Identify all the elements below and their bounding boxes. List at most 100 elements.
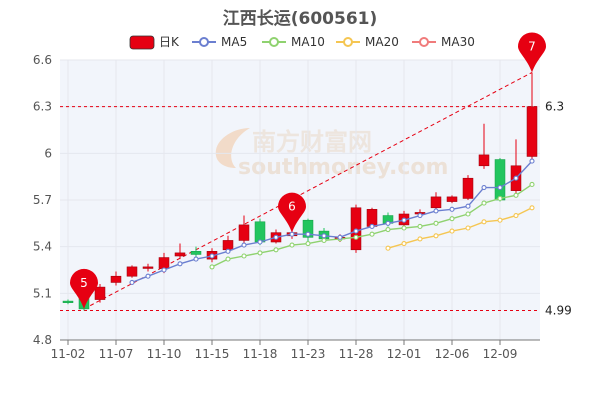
ma10-line-point xyxy=(465,211,471,217)
ma5-line-path xyxy=(131,160,533,284)
legend-label: MA20 xyxy=(365,35,399,49)
watermark: 南方财富网 southmoney.com xyxy=(215,128,448,180)
candle xyxy=(126,265,138,278)
ma20-line-point xyxy=(529,205,535,211)
candle xyxy=(494,158,506,202)
legend-item: MA10 xyxy=(262,35,325,49)
ma5-line-point xyxy=(369,223,375,229)
markers: 5 6 7 xyxy=(70,32,546,309)
x-tick-label: 12-06 xyxy=(435,347,470,361)
candle-body xyxy=(526,106,538,157)
pin-marker: 5 xyxy=(70,268,98,309)
candle-body xyxy=(174,252,186,257)
x-tick-label: 11-10 xyxy=(147,347,182,361)
ma5-line-point xyxy=(513,175,519,181)
legend-swatch-box xyxy=(129,35,155,50)
ma5-line-point xyxy=(417,213,423,219)
y-tick-label: 5.1 xyxy=(33,286,52,300)
candle xyxy=(462,175,474,200)
candle xyxy=(142,263,154,272)
ma10-line-point xyxy=(241,253,247,259)
y-tick-label: 5.4 xyxy=(33,240,52,254)
watermark-cn: 南方财富网 xyxy=(252,128,372,156)
legend-item: MA20 xyxy=(336,35,399,49)
ma10-line-point xyxy=(353,234,359,240)
candle xyxy=(62,299,74,305)
candle-body xyxy=(158,257,170,269)
ma20-line-point xyxy=(385,245,391,251)
candle xyxy=(174,243,186,260)
candle-body xyxy=(494,159,506,201)
ma10-line-point xyxy=(305,241,311,247)
ma10-line-point xyxy=(481,200,487,206)
candle-body xyxy=(366,209,378,227)
ma5-line-point xyxy=(529,158,535,164)
pin-marker-label: 5 xyxy=(80,276,88,290)
candle-body xyxy=(222,240,234,251)
ma10-line-point xyxy=(321,237,327,243)
candle-body xyxy=(254,221,266,243)
x-tick-label: 12-09 xyxy=(483,347,518,361)
pin-marker-label: 7 xyxy=(528,39,536,53)
y-tick-label: 6.3 xyxy=(33,100,52,114)
y-tick-label: 6.6 xyxy=(33,53,52,67)
pin-marker-shape xyxy=(70,268,98,309)
ma5-line-point xyxy=(449,206,455,212)
legend-item: MA5 xyxy=(192,35,247,49)
ma5-line-point xyxy=(481,185,487,191)
candle-body xyxy=(238,224,250,241)
ma5-line-point xyxy=(337,234,343,240)
candle-body xyxy=(430,196,442,209)
ma20-line xyxy=(385,205,535,251)
y-tick-label: 5.7 xyxy=(33,193,52,207)
ma5-line-point xyxy=(129,279,135,285)
ma5-line-point xyxy=(209,253,215,259)
legend-swatch-dot xyxy=(199,37,209,47)
ma5-line-point xyxy=(497,185,503,191)
pin-marker: 6 xyxy=(278,192,306,233)
pin-marker: 7 xyxy=(518,32,546,73)
ma20-line-point xyxy=(513,213,519,219)
candle xyxy=(190,246,202,258)
ma10-line-point xyxy=(273,247,279,253)
ma5-line-point xyxy=(177,261,183,267)
ma10-line xyxy=(209,181,535,270)
legend-swatch-dot xyxy=(419,37,429,47)
ma5-line-point xyxy=(193,256,199,262)
candle-body xyxy=(126,266,138,277)
candle xyxy=(526,72,538,160)
ma20-line-point xyxy=(465,225,471,231)
candle xyxy=(430,192,442,210)
ma5-line-point xyxy=(161,267,167,273)
ma5-line-point xyxy=(401,217,407,223)
legend-label: MA10 xyxy=(291,35,325,49)
candle-body xyxy=(110,275,122,283)
pin-marker-label: 6 xyxy=(288,200,296,214)
ma5-line-point xyxy=(289,231,295,237)
trend-line xyxy=(83,72,533,310)
candle xyxy=(446,195,458,204)
ma5-line-point xyxy=(305,231,311,237)
ma10-line-point xyxy=(289,242,295,248)
ma20-line-point xyxy=(449,228,455,234)
ma5-line-point xyxy=(225,248,231,254)
legend-swatch-dot xyxy=(269,37,279,47)
x-tick-label: 11-18 xyxy=(243,347,278,361)
candle-body xyxy=(446,196,458,202)
watermark-en: southmoney.com xyxy=(238,155,448,180)
ma10-line-point xyxy=(385,227,391,233)
candle-body xyxy=(478,154,490,167)
ma5-line xyxy=(129,158,535,285)
candle-body xyxy=(462,177,474,199)
candle xyxy=(238,215,250,244)
ma20-line-point xyxy=(417,236,423,242)
candle-body xyxy=(142,266,154,269)
pin-marker-shape xyxy=(518,32,546,73)
candle xyxy=(94,284,106,303)
ma5-line-point xyxy=(353,228,359,234)
x-tick-label: 12-01 xyxy=(387,347,422,361)
ma10-line-point xyxy=(209,264,215,270)
y-tick-label: 4.8 xyxy=(33,333,52,347)
x-tick-label: 11-02 xyxy=(51,347,86,361)
ma10-line-point xyxy=(417,223,423,229)
